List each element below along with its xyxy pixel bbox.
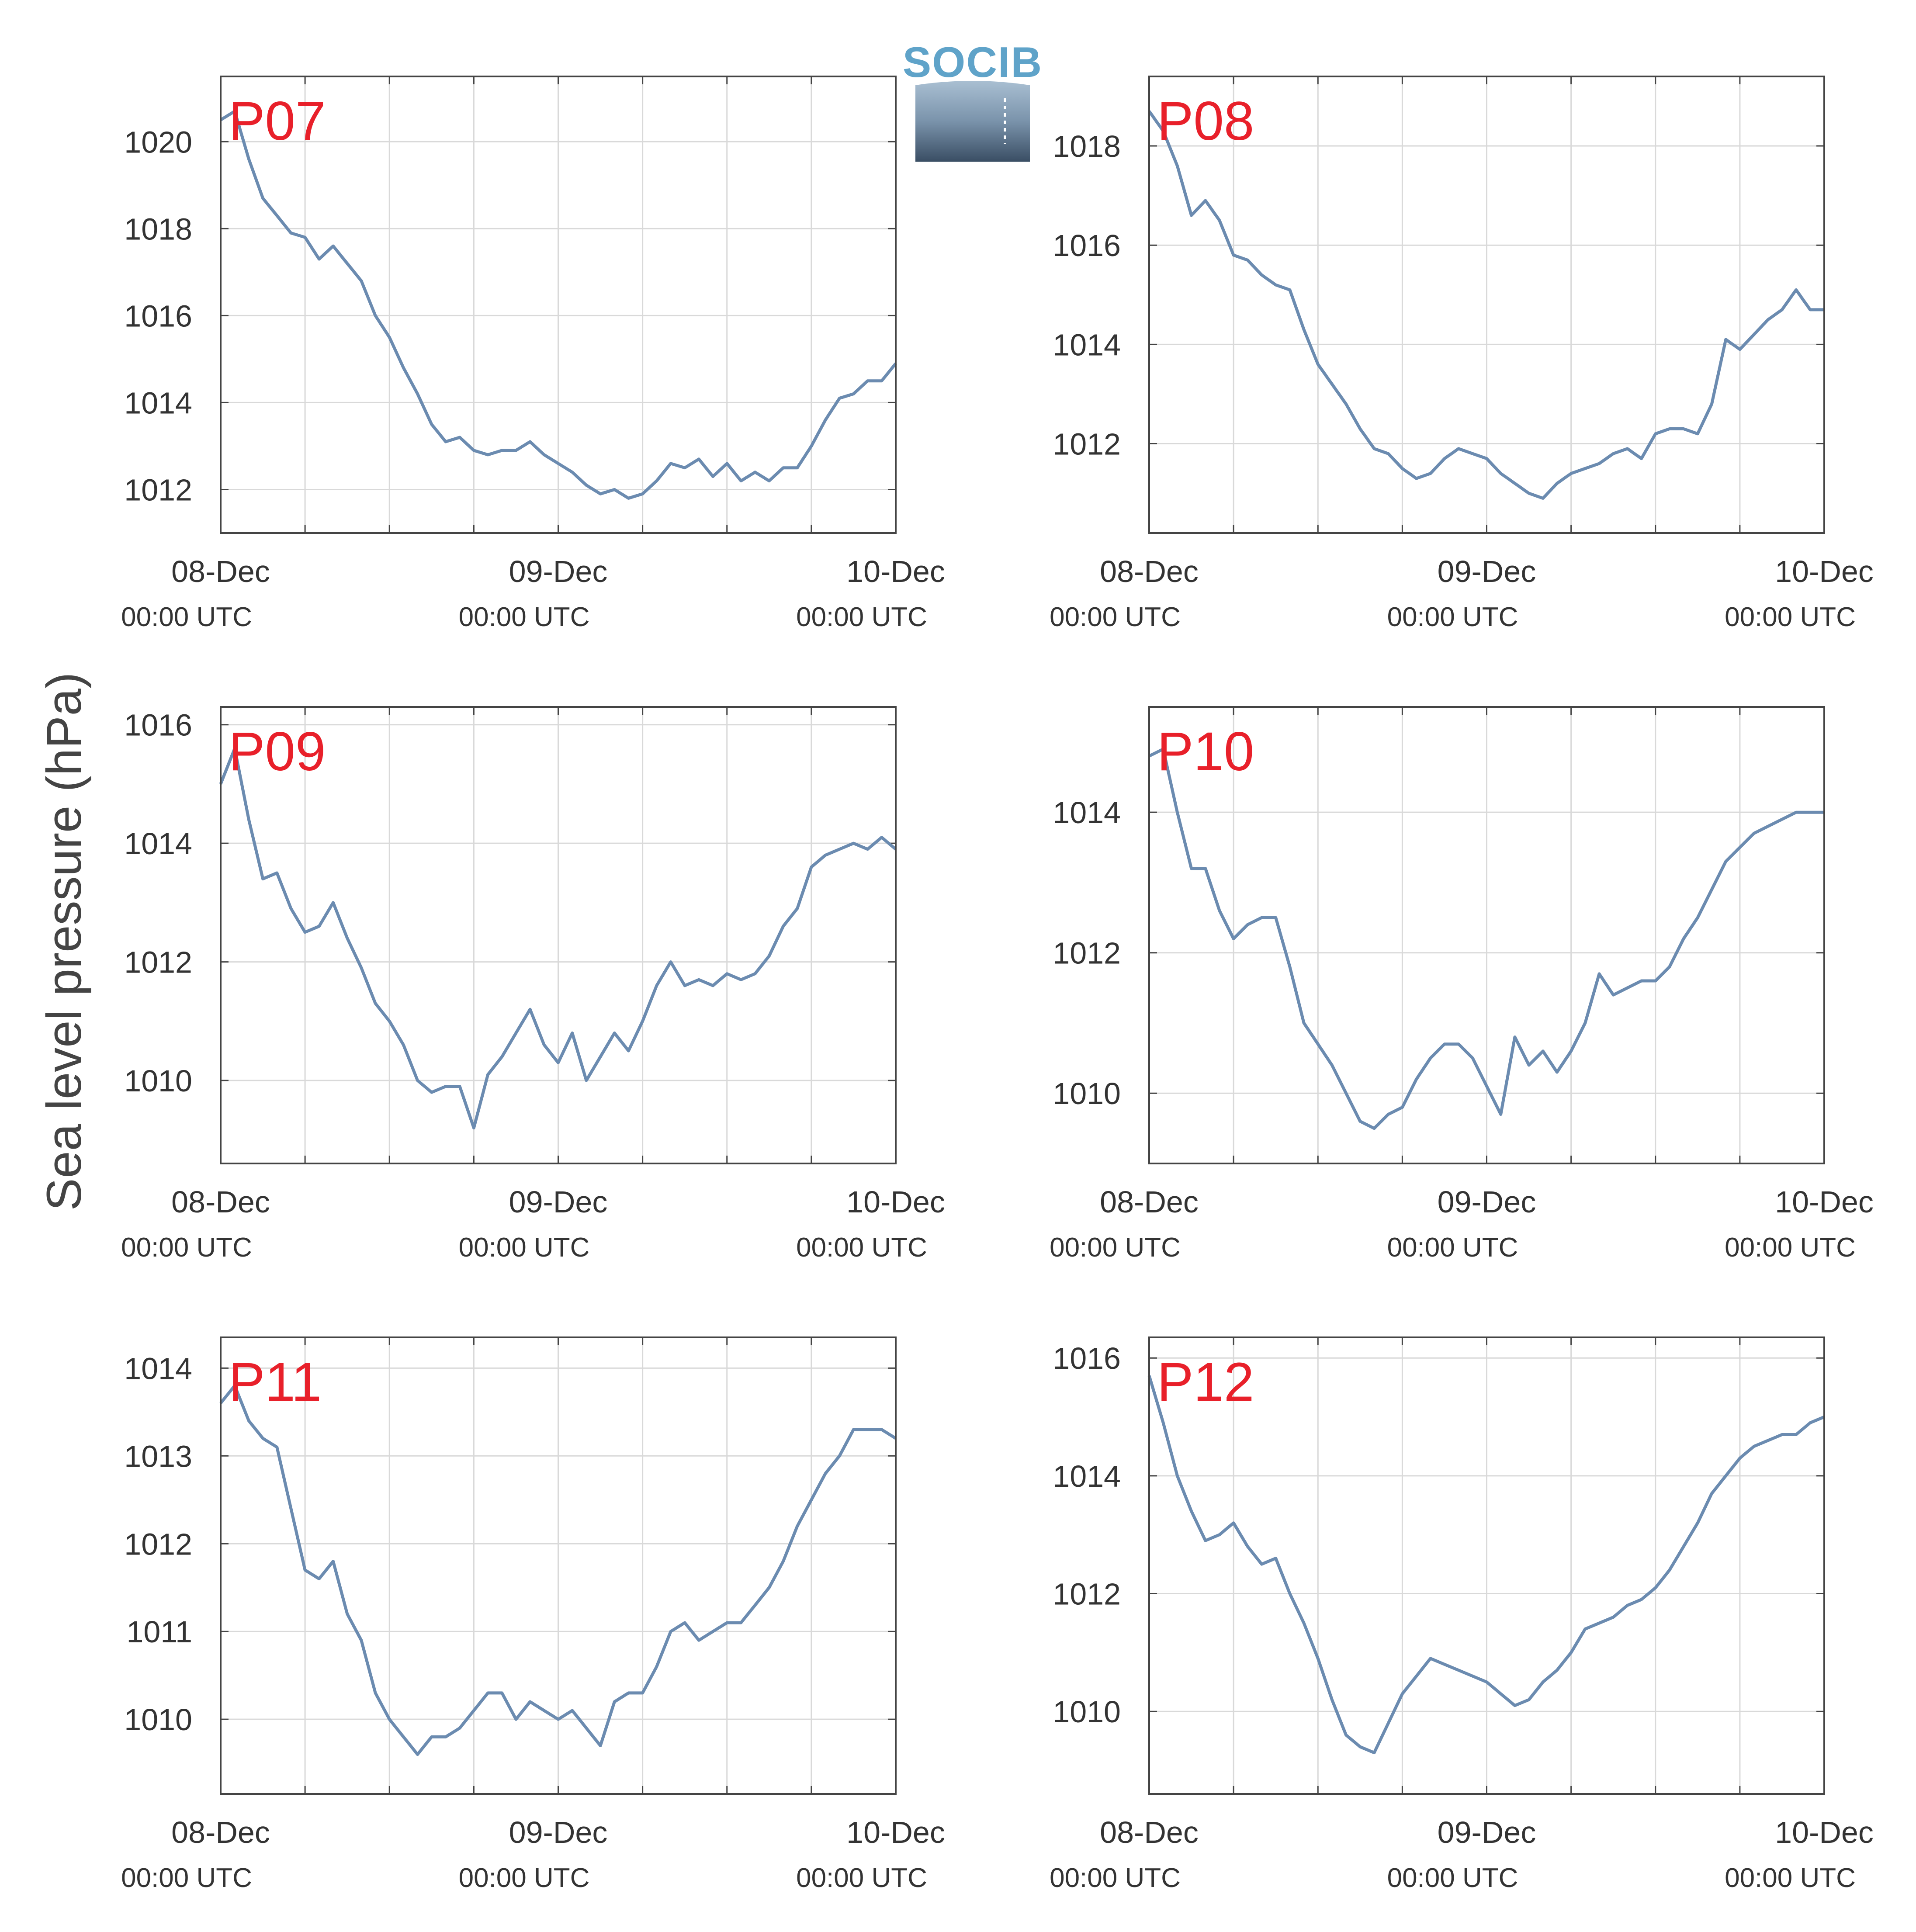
- station-label: P10: [1157, 721, 1254, 782]
- y-tick-label: 1010: [124, 1064, 192, 1098]
- panel-p08: 1012 1014 1016 1018 08-Dec 00:00 UTC 09-Dec 00:…: [1050, 76, 1874, 632]
- y-tick-label: 1012: [1053, 427, 1121, 461]
- x-tick-time-label: 00:00 UTC: [1050, 1863, 1181, 1893]
- pressure-series-line: [219, 747, 897, 1130]
- y-tick-label: 1014: [1053, 796, 1121, 830]
- x-tick-time-label: 00:00 UTC: [121, 1863, 252, 1893]
- x-tick-date-label: 09-Dec: [509, 554, 608, 589]
- y-tick-label: 1012: [124, 473, 192, 507]
- x-tick-time-label: 00:00 UTC: [459, 1233, 590, 1263]
- y-tick-label: 1014: [1053, 328, 1121, 362]
- x-tick-time-label: 00:00 UTC: [1725, 602, 1856, 632]
- station-label: P09: [229, 721, 326, 782]
- axes-frame: [1148, 1336, 1825, 1795]
- y-tick-label: 1016: [1053, 1341, 1121, 1375]
- y-tick-label: 1010: [1053, 1695, 1121, 1729]
- y-tick-label: 1016: [1053, 229, 1121, 263]
- pressure-series-line: [220, 110, 897, 500]
- x-tick-date-label: 08-Dec: [1100, 554, 1199, 589]
- x-tick-date-label: 08-Dec: [171, 554, 270, 589]
- x-tick-time-label: 00:00 UTC: [1387, 602, 1518, 632]
- x-tick-date-label: 08-Dec: [171, 1185, 270, 1219]
- panels-container: 1012 1014 1016 1018 1020 08-Dec 00:00 UTC 09-De…: [121, 76, 1874, 1893]
- y-tick-label: 1018: [1053, 129, 1121, 163]
- y-tick-label: 1013: [124, 1439, 192, 1473]
- x-tick-date-label: 10-Dec: [1775, 554, 1874, 589]
- axes-frame: [220, 1336, 897, 1795]
- x-tick-date-label: 08-Dec: [1100, 1815, 1199, 1849]
- x-tick-date-label: 10-Dec: [846, 1185, 945, 1219]
- y-tick-label: 1010: [124, 1703, 192, 1737]
- y-tick-label: 1016: [124, 708, 192, 742]
- station-label: P07: [229, 91, 326, 152]
- y-tick-label: 1010: [1053, 1077, 1121, 1111]
- pressure-series-line: [1148, 748, 1824, 1130]
- x-tick-date-label: 09-Dec: [1438, 1185, 1536, 1219]
- y-tick-label: 1014: [124, 386, 192, 420]
- y-axis-label: Sea level pressure (hPa): [37, 672, 91, 1211]
- panel-p12: 1010 1012 1014 1016 08-Dec 00:00 UTC 09-Dec 00:…: [1050, 1336, 1874, 1893]
- x-tick-date-label: 09-Dec: [509, 1185, 608, 1219]
- socib-logo: SOCIB: [903, 38, 1043, 162]
- y-tick-label: 1012: [124, 945, 192, 980]
- y-tick-label: 1014: [124, 827, 192, 861]
- y-tick-label: 1011: [126, 1615, 192, 1649]
- y-tick-label: 1014: [1053, 1459, 1121, 1493]
- x-tick-time-label: 00:00 UTC: [1387, 1863, 1518, 1893]
- x-tick-time-label: 00:00 UTC: [1050, 1233, 1181, 1263]
- axes-frame: [1148, 706, 1825, 1164]
- x-tick-time-label: 00:00 UTC: [121, 602, 252, 632]
- x-tick-date-label: 10-Dec: [846, 1815, 945, 1849]
- station-label: P12: [1157, 1352, 1254, 1413]
- x-tick-time-label: 00:00 UTC: [459, 602, 590, 632]
- pressure-series-line: [1148, 110, 1824, 500]
- x-tick-date-label: 10-Dec: [1775, 1815, 1874, 1849]
- x-tick-time-label: 00:00 UTC: [1725, 1233, 1856, 1263]
- x-tick-time-label: 00:00 UTC: [796, 602, 927, 632]
- station-label: P08: [1157, 91, 1254, 152]
- socib-logo-text: SOCIB: [903, 38, 1043, 86]
- x-tick-time-label: 00:00 UTC: [796, 1863, 927, 1893]
- x-tick-time-label: 00:00 UTC: [459, 1863, 590, 1893]
- pressure-series-line: [219, 1384, 897, 1756]
- x-tick-time-label: 00:00 UTC: [796, 1233, 927, 1263]
- x-tick-date-label: 09-Dec: [1438, 1815, 1536, 1849]
- x-tick-time-label: 00:00 UTC: [1725, 1863, 1856, 1893]
- x-tick-date-label: 09-Dec: [1438, 554, 1536, 589]
- panel-p10: 1010 1012 1014 08-Dec 00:00 UTC 09-Dec 00:00 U…: [1050, 706, 1874, 1263]
- y-tick-label: 1020: [124, 125, 192, 159]
- y-tick-label: 1016: [124, 299, 192, 333]
- y-tick-label: 1012: [1053, 936, 1121, 970]
- y-tick-label: 1018: [124, 212, 192, 246]
- x-tick-time-label: 00:00 UTC: [1050, 602, 1181, 632]
- axes-frame: [220, 706, 897, 1164]
- x-tick-date-label: 08-Dec: [1100, 1185, 1199, 1219]
- pressure-series-line: [1147, 1375, 1825, 1755]
- y-tick-label: 1012: [1053, 1577, 1121, 1611]
- panel-p09: 1010 1012 1014 1016 08-Dec 00:00 UTC 09-Dec 00:…: [121, 706, 945, 1263]
- x-tick-date-label: 08-Dec: [171, 1815, 270, 1849]
- logo-wave-mark: [915, 81, 1030, 162]
- x-tick-date-label: 10-Dec: [1775, 1185, 1874, 1219]
- axes-frame: [220, 76, 897, 534]
- x-tick-time-label: 00:00 UTC: [1387, 1233, 1518, 1263]
- x-tick-time-label: 00:00 UTC: [121, 1233, 252, 1263]
- y-tick-label: 1012: [124, 1527, 192, 1561]
- panel-p11: 1010 1011 1012 1013 1014 08-Dec 00:00 UTC 09-De…: [121, 1336, 945, 1893]
- y-tick-label: 1014: [124, 1351, 192, 1385]
- x-tick-date-label: 09-Dec: [509, 1815, 608, 1849]
- x-tick-date-label: 10-Dec: [846, 554, 945, 589]
- axes-frame: [1148, 76, 1825, 534]
- panel-p07: 1012 1014 1016 1018 1020 08-Dec 00:00 UTC 09-De…: [121, 76, 945, 632]
- station-label: P11: [229, 1352, 322, 1413]
